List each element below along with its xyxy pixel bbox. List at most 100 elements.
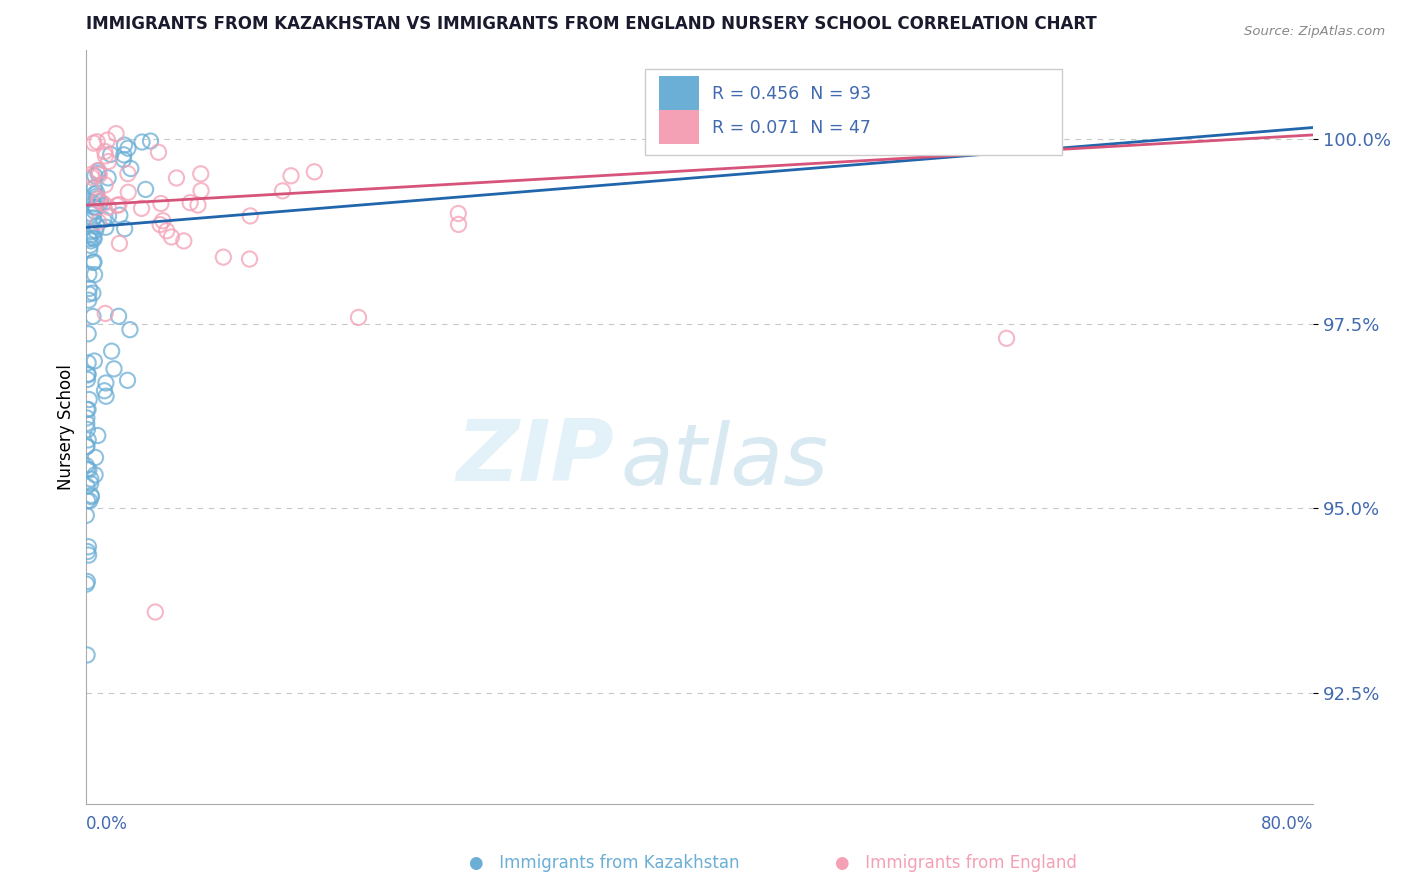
Point bbox=[83, 180, 105, 194]
Point bbox=[139, 134, 162, 148]
Point bbox=[96, 133, 118, 147]
Point bbox=[87, 215, 110, 229]
Text: 0.0%: 0.0% bbox=[86, 815, 128, 833]
Point bbox=[131, 202, 153, 216]
Point bbox=[89, 194, 111, 209]
Point bbox=[80, 488, 103, 502]
Point bbox=[76, 479, 98, 493]
Point bbox=[280, 169, 302, 183]
Point bbox=[80, 234, 103, 248]
Point bbox=[118, 323, 141, 337]
Point bbox=[86, 219, 108, 233]
Point bbox=[108, 208, 131, 222]
Point bbox=[120, 161, 142, 176]
Point bbox=[75, 440, 97, 454]
Point bbox=[87, 192, 110, 206]
Point bbox=[84, 223, 107, 237]
Point bbox=[103, 361, 125, 376]
Point bbox=[94, 220, 117, 235]
Point bbox=[76, 368, 98, 382]
Point bbox=[87, 428, 110, 442]
Point bbox=[149, 218, 172, 232]
Point bbox=[94, 389, 117, 403]
Point bbox=[83, 136, 105, 150]
Point bbox=[84, 450, 107, 465]
Point bbox=[80, 170, 103, 185]
Point bbox=[76, 648, 98, 662]
Point bbox=[84, 467, 107, 482]
Point bbox=[173, 234, 195, 248]
Point bbox=[84, 200, 107, 214]
Point bbox=[86, 186, 108, 200]
Point bbox=[80, 490, 103, 504]
Point bbox=[117, 373, 139, 387]
Point bbox=[82, 286, 104, 301]
Point bbox=[94, 149, 117, 163]
Point bbox=[114, 221, 136, 235]
Point bbox=[149, 196, 172, 211]
Point bbox=[105, 127, 128, 141]
Point bbox=[76, 462, 98, 476]
Point bbox=[80, 472, 103, 486]
Point bbox=[75, 458, 97, 473]
Text: ●   Immigrants from Kazakhstan: ● Immigrants from Kazakhstan bbox=[470, 855, 740, 872]
Point bbox=[97, 209, 120, 223]
Point bbox=[86, 135, 108, 149]
Point bbox=[86, 189, 108, 203]
Point bbox=[93, 196, 115, 211]
Point bbox=[117, 141, 139, 155]
Point bbox=[117, 167, 139, 181]
Point bbox=[83, 200, 105, 214]
Point bbox=[117, 186, 139, 200]
Point bbox=[82, 255, 104, 269]
Point bbox=[77, 293, 100, 308]
Point bbox=[93, 384, 115, 398]
Point bbox=[190, 167, 212, 181]
Point bbox=[77, 540, 100, 554]
Point bbox=[89, 168, 111, 182]
Point bbox=[79, 225, 101, 239]
Point bbox=[77, 356, 100, 370]
Point bbox=[76, 544, 98, 558]
Point bbox=[114, 138, 136, 153]
Point bbox=[94, 178, 117, 192]
Point bbox=[82, 231, 104, 245]
Point bbox=[77, 367, 100, 381]
Text: R = 0.071  N = 47: R = 0.071 N = 47 bbox=[711, 119, 870, 136]
Point bbox=[77, 433, 100, 447]
Point bbox=[82, 310, 104, 324]
Point bbox=[83, 255, 105, 269]
Point bbox=[83, 204, 105, 219]
Point bbox=[94, 376, 117, 390]
FancyBboxPatch shape bbox=[644, 69, 1062, 155]
Point bbox=[447, 218, 470, 232]
Point bbox=[212, 250, 235, 264]
Point bbox=[77, 548, 100, 562]
Point bbox=[77, 402, 100, 417]
Point bbox=[108, 197, 131, 211]
Point bbox=[80, 207, 103, 221]
Point bbox=[80, 167, 103, 181]
Point bbox=[75, 508, 97, 523]
Point bbox=[148, 145, 170, 160]
Point bbox=[190, 184, 212, 198]
Point bbox=[87, 167, 110, 181]
Point bbox=[239, 209, 262, 223]
Point bbox=[79, 493, 101, 508]
Point bbox=[187, 198, 209, 212]
Text: Source: ZipAtlas.com: Source: ZipAtlas.com bbox=[1244, 25, 1385, 38]
Point bbox=[94, 306, 117, 320]
Point bbox=[84, 201, 107, 215]
Point bbox=[79, 281, 101, 295]
Point bbox=[97, 200, 120, 214]
Point bbox=[143, 605, 166, 619]
Point bbox=[447, 206, 470, 220]
Point bbox=[152, 213, 174, 227]
Text: ●   Immigrants from England: ● Immigrants from England bbox=[835, 855, 1077, 872]
Bar bbox=[659, 111, 699, 145]
Point bbox=[97, 154, 120, 169]
Point bbox=[87, 163, 110, 178]
Point bbox=[76, 372, 98, 386]
Point bbox=[94, 145, 117, 159]
Text: 80.0%: 80.0% bbox=[1261, 815, 1313, 833]
